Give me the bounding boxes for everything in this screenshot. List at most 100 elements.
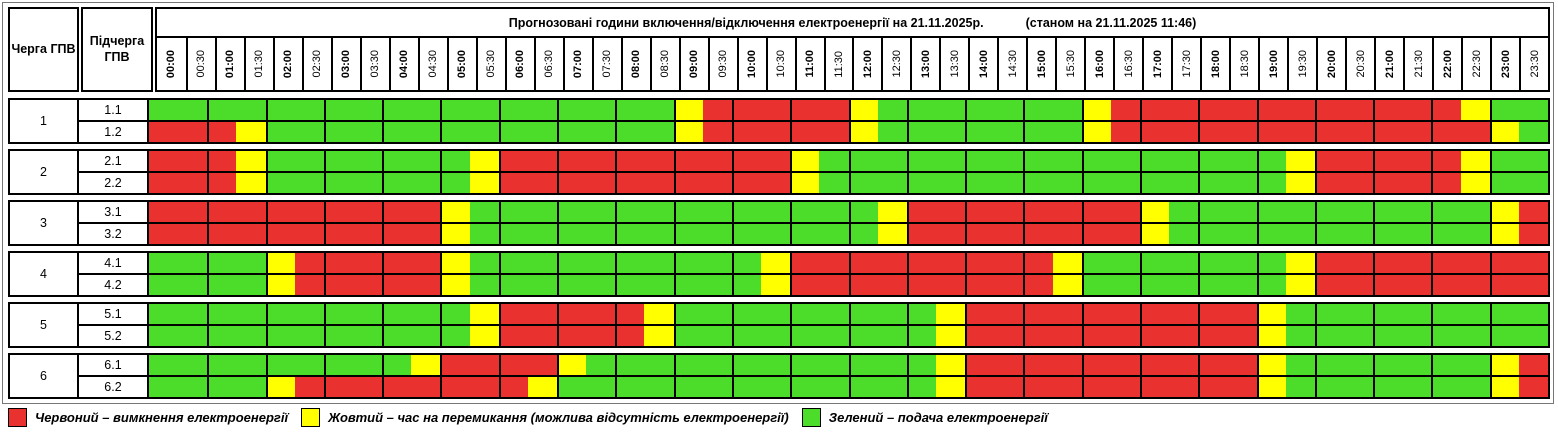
slot-cell [207, 122, 237, 142]
slot-cell [994, 100, 1024, 120]
slot-cell [1081, 326, 1111, 346]
slot-cell [1052, 122, 1082, 142]
subqueue-label: 1.1 [104, 103, 122, 117]
slot-cell [469, 173, 499, 193]
slot-cell [819, 326, 849, 346]
slot-cell [790, 355, 820, 375]
slot-cell [819, 151, 849, 171]
schedule-rows [149, 355, 1548, 397]
slot-cell [1052, 355, 1082, 375]
slot-cell [469, 224, 499, 244]
slot-cell [1518, 304, 1548, 324]
slot-cell [440, 224, 470, 244]
slot-cell [1256, 355, 1286, 375]
slot-cell [1169, 253, 1199, 273]
slot-cell [294, 224, 324, 244]
slot-cell [1343, 304, 1374, 324]
slot-cell [149, 326, 179, 346]
slot-cell [1023, 202, 1053, 222]
slot-cell [1139, 326, 1170, 346]
time-label: 03:30 [359, 38, 389, 90]
legend-item-green: Зелений – подача електроенергії [801, 408, 1048, 427]
slot-cell [1081, 151, 1111, 171]
subqueue-label: 2.1 [104, 154, 122, 168]
slot-cell [149, 100, 179, 120]
slot-cell [1023, 326, 1053, 346]
slot-cell [790, 304, 820, 324]
slot-cell [1518, 326, 1548, 346]
slot-cell [411, 224, 441, 244]
slot-cell [1139, 202, 1170, 222]
slot-cell [1460, 100, 1490, 120]
slot-cell [615, 275, 645, 295]
slot-cell [819, 355, 849, 375]
slot-cell [848, 173, 878, 193]
queue-group: 5 5.1 5.2 [8, 302, 1550, 348]
slot-cell [644, 122, 674, 142]
slot-cell [207, 224, 237, 244]
slot-cell [935, 275, 966, 295]
slot-cell [731, 304, 762, 324]
slot-cell [994, 355, 1024, 375]
slot-cell [994, 377, 1024, 397]
time-label: 07:30 [591, 38, 621, 90]
slot-cell [469, 202, 499, 222]
time-label: 17:00 [1142, 38, 1171, 90]
slot-cell [1110, 377, 1140, 397]
slot-cell [1314, 275, 1344, 295]
slot-cell [1227, 377, 1257, 397]
time-header-block: Прогнозовані години включення/відключенн… [155, 7, 1550, 92]
schedule-row [149, 202, 1548, 222]
slot-cell [965, 253, 995, 273]
subqueue-label: 3.2 [79, 222, 147, 244]
slot-cell [323, 355, 354, 375]
slot-cell [965, 377, 995, 397]
slot-cell [557, 224, 587, 244]
slot-cell [1431, 202, 1461, 222]
slot-cell [382, 224, 412, 244]
time-label: 04:00 [388, 38, 418, 90]
slot-cell [1110, 202, 1140, 222]
slot-cell [1227, 304, 1257, 324]
status-timestamp: (станом на 21.11.2025 11:46) [1025, 15, 1197, 30]
slot-cell [819, 122, 849, 142]
time-label: 22:00 [1432, 38, 1461, 90]
slot-cell [294, 355, 324, 375]
slot-cell [1373, 122, 1403, 142]
time-label: 19:30 [1287, 38, 1316, 90]
slot-cell [615, 100, 645, 120]
slot-cell [1227, 355, 1257, 375]
slot-cell [1169, 304, 1199, 324]
slot-cell [382, 173, 412, 193]
slot-cell [1023, 224, 1053, 244]
slot-cell [1110, 326, 1140, 346]
slot-cell [294, 326, 324, 346]
slot-cell [819, 377, 849, 397]
subqueue-label: 1.2 [79, 120, 147, 142]
slot-cell [440, 304, 470, 324]
legend-item-red: Червоний – вимкнення електроенергії [8, 408, 288, 427]
slot-cell [1373, 377, 1403, 397]
slot-cell [411, 275, 441, 295]
slot-cell [1518, 100, 1548, 120]
slot-cell [353, 355, 383, 375]
slot-cell [615, 326, 645, 346]
schedule-rows [149, 253, 1548, 295]
slot-cell [615, 355, 645, 375]
slot-cell [527, 122, 558, 142]
slot-cell [236, 355, 266, 375]
slot-cell [1431, 326, 1461, 346]
time-header-cells: 00:00 00:30 01:00 01:30 02:00 02:30 03:00 03:30… [157, 38, 1548, 90]
slot-cell [906, 100, 936, 120]
slot-cell [411, 173, 441, 193]
slot-cell [1198, 202, 1228, 222]
slot-cell [1518, 151, 1548, 171]
slot-cell [236, 304, 266, 324]
slot-cell [411, 253, 441, 273]
slot-cell [1081, 377, 1111, 397]
slot-cell [236, 377, 266, 397]
slot-cell [673, 377, 703, 397]
slot-cell [557, 122, 587, 142]
slot-cell [731, 275, 762, 295]
legend-text-green: Зелений – подача електроенергії [828, 410, 1048, 425]
